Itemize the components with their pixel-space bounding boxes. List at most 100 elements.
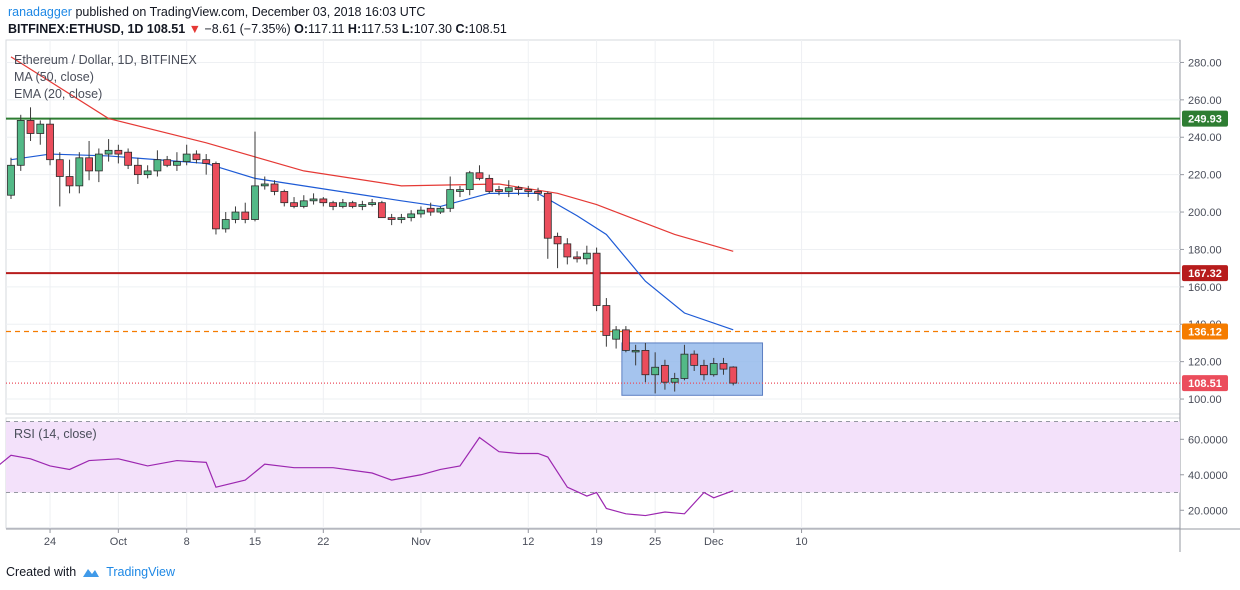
time-tick-label: 24 bbox=[44, 536, 56, 548]
publish-line: ranadagger published on TradingView.com,… bbox=[8, 5, 425, 19]
candle-body-up bbox=[631, 350, 640, 353]
rsi-band bbox=[6, 421, 1180, 493]
rsi-tick-label: 20.0000 bbox=[1188, 505, 1228, 517]
published-text: published on TradingView.com, December 0… bbox=[75, 5, 426, 19]
candle-body-up bbox=[251, 185, 259, 220]
candle bbox=[75, 152, 84, 194]
candle-body-up bbox=[7, 164, 15, 196]
candle bbox=[202, 154, 211, 175]
price-chart[interactable]: 100.00120.00140.00160.00180.00200.00220.… bbox=[0, 0, 1240, 560]
candle-body-down bbox=[202, 159, 211, 164]
candle-body-down bbox=[700, 364, 708, 376]
candle-body-up bbox=[338, 202, 347, 207]
footer: Created with TradingView bbox=[6, 565, 175, 579]
time-tick-label: 25 bbox=[649, 536, 661, 548]
candle-body-down bbox=[475, 172, 484, 179]
candle bbox=[612, 326, 621, 349]
rsi-legend[interactable]: RSI (14, close) bbox=[14, 427, 97, 441]
candle-body-up bbox=[709, 363, 718, 376]
candle bbox=[465, 170, 474, 196]
candle bbox=[436, 206, 445, 214]
author-link[interactable]: ranadagger bbox=[8, 5, 72, 19]
candle bbox=[524, 185, 533, 198]
price-tick-label: 180.00 bbox=[1188, 244, 1222, 256]
candle-body-up bbox=[358, 204, 367, 207]
candle-body-down bbox=[114, 149, 123, 155]
ma-legend[interactable]: MA (50, close) bbox=[14, 70, 94, 84]
ema-legend[interactable]: EMA (20, close) bbox=[14, 87, 103, 101]
candle-body-down bbox=[426, 207, 435, 213]
high-value: 117.53 bbox=[361, 22, 399, 36]
high-label: H: bbox=[347, 22, 362, 36]
candle-body-down bbox=[270, 183, 279, 192]
candle-body-down bbox=[661, 364, 669, 383]
candle bbox=[397, 213, 406, 224]
candle bbox=[221, 212, 230, 233]
level-badge bbox=[1182, 375, 1228, 392]
candle bbox=[495, 185, 503, 196]
price-tick-label: 260.00 bbox=[1188, 95, 1222, 107]
candle bbox=[661, 359, 669, 390]
price-tick-label: 240.00 bbox=[1188, 132, 1222, 144]
candle-body-down bbox=[495, 189, 503, 192]
candle bbox=[348, 200, 357, 209]
candle bbox=[602, 298, 611, 347]
candle bbox=[387, 213, 396, 226]
candle-body-up bbox=[680, 353, 689, 379]
low-value: 107.30 bbox=[413, 22, 452, 36]
candle-body-down bbox=[46, 123, 54, 161]
candle bbox=[582, 245, 591, 265]
candle-body-down bbox=[329, 202, 337, 207]
candle-body-up bbox=[670, 378, 679, 383]
candle bbox=[504, 180, 513, 198]
candle-body-up bbox=[465, 172, 474, 191]
close-value: 108.51 bbox=[468, 22, 507, 36]
candle bbox=[426, 202, 435, 216]
candle bbox=[446, 176, 455, 213]
candle-body-down bbox=[65, 176, 74, 187]
candle bbox=[36, 120, 45, 145]
candle bbox=[475, 165, 484, 181]
candle-body-down bbox=[85, 157, 93, 172]
candle bbox=[485, 174, 494, 194]
candle bbox=[319, 197, 328, 207]
chart-title: Ethereum / Dollar, 1D, BITFINEX bbox=[14, 53, 197, 67]
candle-body-down bbox=[387, 217, 396, 220]
open-label: O: bbox=[294, 22, 309, 36]
low-label: L: bbox=[401, 22, 414, 36]
candle bbox=[299, 195, 308, 209]
candle bbox=[290, 197, 298, 209]
candle-body-down bbox=[524, 189, 533, 192]
candle-body-down bbox=[133, 164, 142, 176]
candle bbox=[85, 140, 93, 181]
time-tick-label: Nov bbox=[411, 536, 431, 548]
candle-body-up bbox=[94, 153, 103, 172]
candle-body-up bbox=[368, 202, 377, 205]
price-tick-label: 160.00 bbox=[1188, 282, 1222, 294]
level-badge bbox=[1182, 265, 1228, 282]
time-tick-label: Oct bbox=[110, 536, 127, 548]
price-tick-label: 200.00 bbox=[1188, 207, 1222, 219]
candle bbox=[7, 157, 15, 199]
candle-body-down bbox=[124, 151, 133, 166]
time-tick-label: Dec bbox=[704, 536, 724, 548]
candle bbox=[94, 148, 103, 183]
candle-body-down bbox=[729, 366, 738, 384]
candle-body-down bbox=[163, 159, 172, 166]
candle-body-down bbox=[543, 192, 552, 239]
candle bbox=[514, 185, 523, 196]
candle-body-up bbox=[456, 189, 464, 192]
candle bbox=[329, 200, 337, 211]
time-tick-label: 19 bbox=[590, 536, 602, 548]
candle bbox=[700, 359, 708, 381]
tradingview-link[interactable]: TradingView bbox=[106, 565, 175, 579]
candle bbox=[55, 152, 64, 207]
candle-body-down bbox=[514, 187, 523, 190]
candle-body-up bbox=[612, 329, 621, 340]
candle-body-down bbox=[621, 329, 630, 351]
candle-body-down bbox=[534, 191, 542, 194]
candle-body-down bbox=[592, 252, 601, 306]
candle bbox=[358, 200, 367, 211]
candle bbox=[534, 187, 542, 201]
level-badge bbox=[1182, 323, 1228, 340]
